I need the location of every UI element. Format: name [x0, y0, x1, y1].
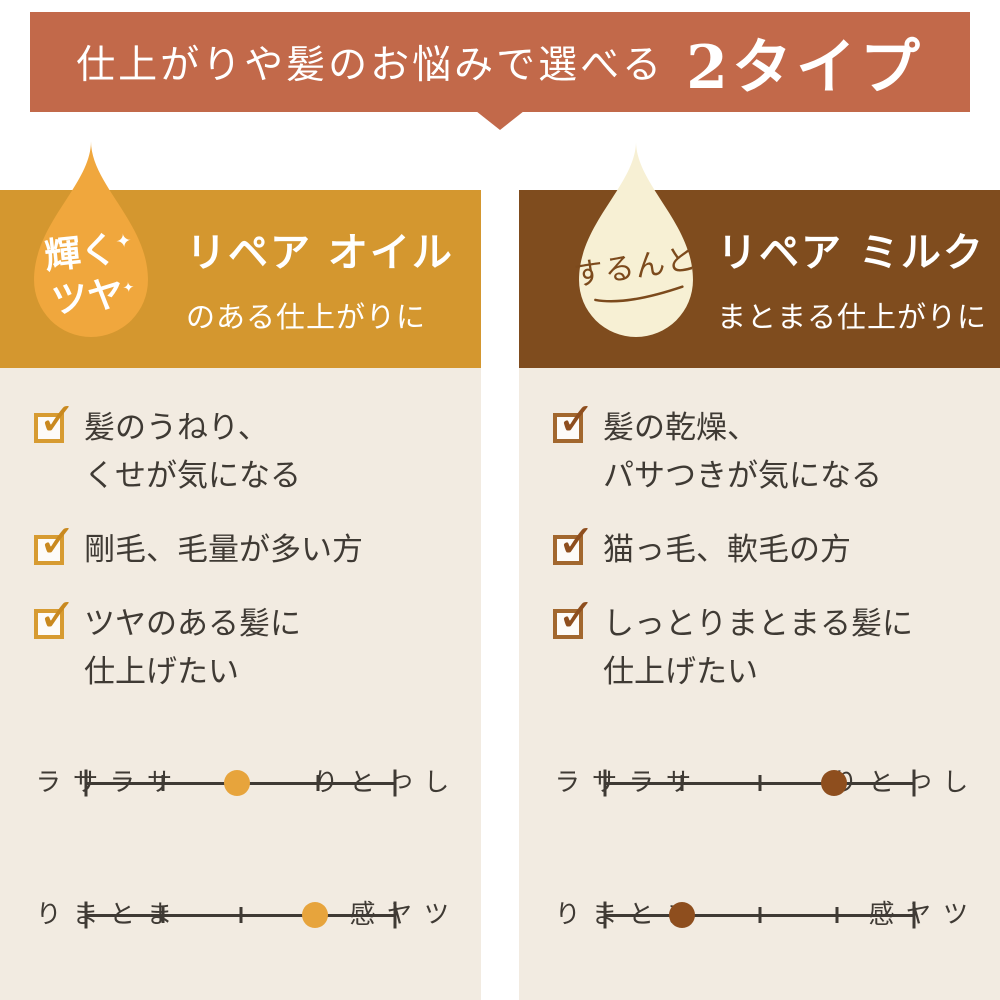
scale-tick [239, 907, 242, 923]
oil-title: リペア オイル [186, 229, 454, 276]
checklist-item: ✓ 髪のうねり、 くせが気になる [34, 396, 465, 500]
checklist-text: 髪のうねり、 くせが気になる [84, 404, 301, 500]
checklist-line: 髪のうねり、 [84, 410, 269, 446]
scale-tick [603, 769, 607, 797]
checkmark-icon: ✓ [38, 514, 77, 569]
checkbox-icon: ✓ [553, 518, 596, 566]
oil-subtitle: のある仕上がりに [186, 300, 427, 334]
scale-track [84, 769, 397, 797]
milk-subtitle: まとまる仕上がりに [717, 300, 988, 334]
checkmark-icon: ✓ [38, 588, 77, 643]
checklist-item: ✓ しっとりまとまる髪に 仕上げたい [553, 592, 984, 696]
top-banner: 仕上がりや髪のお悩みで選べる 2タイプ [30, 12, 970, 130]
milk-title: リペア ミルク [717, 229, 985, 276]
checklist-line: 猫っ毛、軟毛の方 [603, 532, 851, 569]
teardrop-shape-icon [34, 141, 148, 338]
swash-underline-icon [594, 285, 684, 303]
checklist-line: しっとりまとまる髪に [603, 606, 913, 643]
checkbox-icon: ✓ [553, 396, 596, 443]
teardrop-shape-icon [579, 141, 693, 338]
scale-track [603, 901, 916, 929]
scale-tick [835, 907, 839, 923]
oil-drop-label: 輝く✦ ツヤ✦ [10, 222, 173, 328]
sparkle-icon: ✦ [114, 229, 133, 254]
checklist-item: ✓ 髪の乾燥、 パサつきが気になる [553, 396, 984, 500]
scale-tick [393, 901, 397, 929]
scale-tick [912, 769, 916, 797]
triangle-down-icon [476, 111, 524, 130]
scale-tick [84, 901, 88, 929]
checkmark-icon: ✓ [557, 588, 596, 643]
sparkle-icon: ✦ [121, 279, 136, 297]
checklist-item: ✓ ツヤのある髪に 仕上げたい [34, 592, 465, 696]
scale-tick [758, 775, 761, 791]
checkbox-icon: ✓ [34, 592, 77, 640]
scale-tick [758, 907, 761, 923]
scale-tick [603, 901, 607, 929]
checklist-text: 猫っ毛、軟毛の方 [603, 526, 851, 574]
scale-tick [393, 769, 397, 797]
checklist-line: 髪の乾燥、 [603, 410, 758, 446]
checkmark-icon: ✓ [38, 392, 77, 446]
checkmark-icon: ✓ [557, 514, 596, 569]
scale-tick [161, 775, 165, 791]
scale-track [603, 769, 916, 797]
oil-checklist: ✓ 髪のうねり、 くせが気になる ✓ 剛毛、毛量が多い方 ✓ ツヤのある髪に 仕… [0, 368, 481, 696]
milk-header-text: リペア ミルク まとまる仕上がりに [717, 190, 1000, 336]
milk-header-band: するんと リペア ミルク まとまる仕上がりに [519, 141, 1000, 368]
oil-teardrop-icon: 輝く✦ ツヤ✦ [14, 138, 168, 362]
scale-dot [301, 902, 328, 928]
checklist-line: ツヤのある髪に [84, 606, 301, 643]
scale-tick [316, 775, 320, 791]
column-repair-oil: 輝く✦ ツヤ✦ リペア オイル のある仕上がりに ✓ 髪のうねり、 くせが気にな… [0, 141, 481, 1000]
checklist-line: パサつきが気になる [603, 458, 882, 495]
milk-checklist: ✓ 髪の乾燥、 パサつきが気になる ✓ 猫っ毛、軟毛の方 ✓ しっとりまとまる髪… [519, 368, 1000, 696]
checkmark-icon: ✓ [557, 392, 596, 446]
scale-tick [912, 901, 916, 929]
oil-drop-label-line1: 輝く [42, 229, 119, 278]
checklist-line: くせが気になる [84, 458, 301, 495]
checkbox-icon: ✓ [553, 592, 596, 640]
milk-teardrop-icon: するんと [559, 138, 713, 362]
scale-tick [161, 907, 165, 923]
scale-dot [224, 770, 251, 796]
checklist-item: ✓ 猫っ毛、軟毛の方 [553, 518, 984, 574]
banner-title: 仕上がりや髪のお悩みで選べる [76, 43, 665, 88]
checklist-text: 剛毛、毛量が多い方 [84, 526, 363, 574]
checklist-text: 髪の乾燥、 パサつきが気になる [603, 404, 882, 500]
milk-drop-label: するんと [555, 232, 716, 315]
checklist-text: ツヤのある髪に 仕上げたい [84, 600, 301, 696]
banner-title-emphasis: 2タイプ [686, 32, 924, 103]
checkbox-icon: ✓ [34, 518, 77, 566]
checklist-item: ✓ 剛毛、毛量が多い方 [34, 518, 465, 574]
checklist-line: 仕上げたい [84, 654, 239, 691]
column-repair-milk: するんと リペア ミルク まとまる仕上がりに ✓ 髪の乾燥、 パサつきが気になる [519, 141, 1000, 1000]
checklist-line: 剛毛、毛量が多い方 [84, 532, 363, 569]
checkbox-icon: ✓ [34, 396, 77, 443]
scale-tick [680, 775, 684, 791]
checklist-text: しっとりまとまる髪に 仕上げたい [603, 600, 913, 696]
scale-track [84, 901, 397, 929]
scale-dot [820, 770, 847, 796]
scale-dot [669, 902, 696, 928]
oil-header-band: 輝く✦ ツヤ✦ リペア オイル のある仕上がりに [0, 141, 481, 368]
checklist-line: 仕上げたい [603, 654, 758, 691]
oil-drop-label-line2: ツヤ [49, 273, 126, 323]
scale-tick [84, 769, 88, 797]
oil-header-text: リペア オイル のある仕上がりに [186, 190, 481, 336]
